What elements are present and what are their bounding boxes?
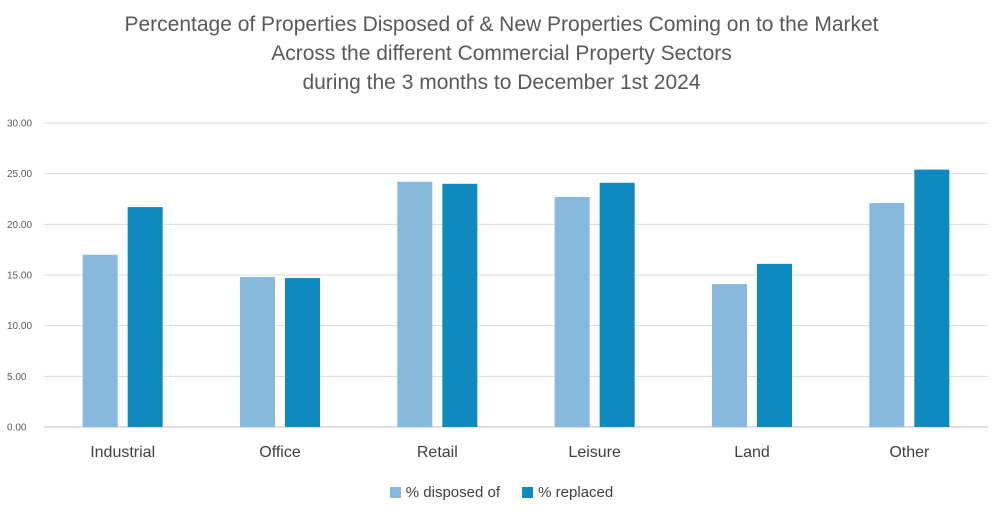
bar-leisure-disposed — [554, 196, 590, 427]
x-category-label: Office — [259, 444, 301, 461]
bar-office-disposed — [240, 277, 275, 427]
bar-land-replaced — [757, 263, 792, 427]
legend-swatch-replaced — [522, 487, 534, 498]
y-tick-label: 10.00 — [7, 321, 32, 332]
x-category-label: Retail — [417, 444, 458, 461]
bar-other-disposed — [869, 203, 905, 427]
y-tick-label: 5.00 — [7, 372, 27, 383]
chart-title-line-3: during the 3 months to December 1st 2024 — [302, 71, 701, 94]
y-tick-label: 20.00 — [7, 220, 32, 231]
legend-label-disposed: % disposed of — [405, 484, 500, 501]
bar-retail-disposed — [397, 181, 433, 427]
x-category-label: Leisure — [568, 444, 621, 461]
y-tick-label: 15.00 — [7, 271, 32, 282]
y-tick-label: 0.00 — [7, 423, 27, 434]
legend-item-disposed: % disposed of — [389, 484, 500, 501]
chart-title-line-1: Percentage of Properties Disposed of & N… — [124, 13, 879, 36]
chart-title-line-2: Across the different Commercial Property… — [271, 42, 732, 65]
chart-legend: % disposed of % replaced — [0, 484, 1003, 502]
bar-industrial-replaced — [127, 207, 163, 427]
bar-leisure-replaced — [599, 182, 635, 427]
y-tick-label: 25.00 — [7, 169, 32, 180]
x-category-label: Land — [734, 444, 770, 461]
y-tick-label: 30.00 — [7, 119, 32, 130]
bar-industrial-disposed — [82, 254, 118, 427]
legend-swatch-disposed — [389, 487, 401, 498]
legend-item-replaced: % replaced — [522, 484, 613, 501]
legend-label-replaced: % replaced — [538, 484, 614, 501]
bar-office-replaced — [285, 278, 320, 427]
chart-title: Percentage of Properties Disposed of & N… — [0, 10, 1003, 97]
bar-retail-replaced — [442, 183, 478, 427]
x-category-label: Industrial — [90, 444, 155, 461]
x-category-label: Other — [889, 444, 930, 461]
bar-land-disposed — [712, 284, 747, 427]
bar-other-replaced — [914, 169, 950, 427]
